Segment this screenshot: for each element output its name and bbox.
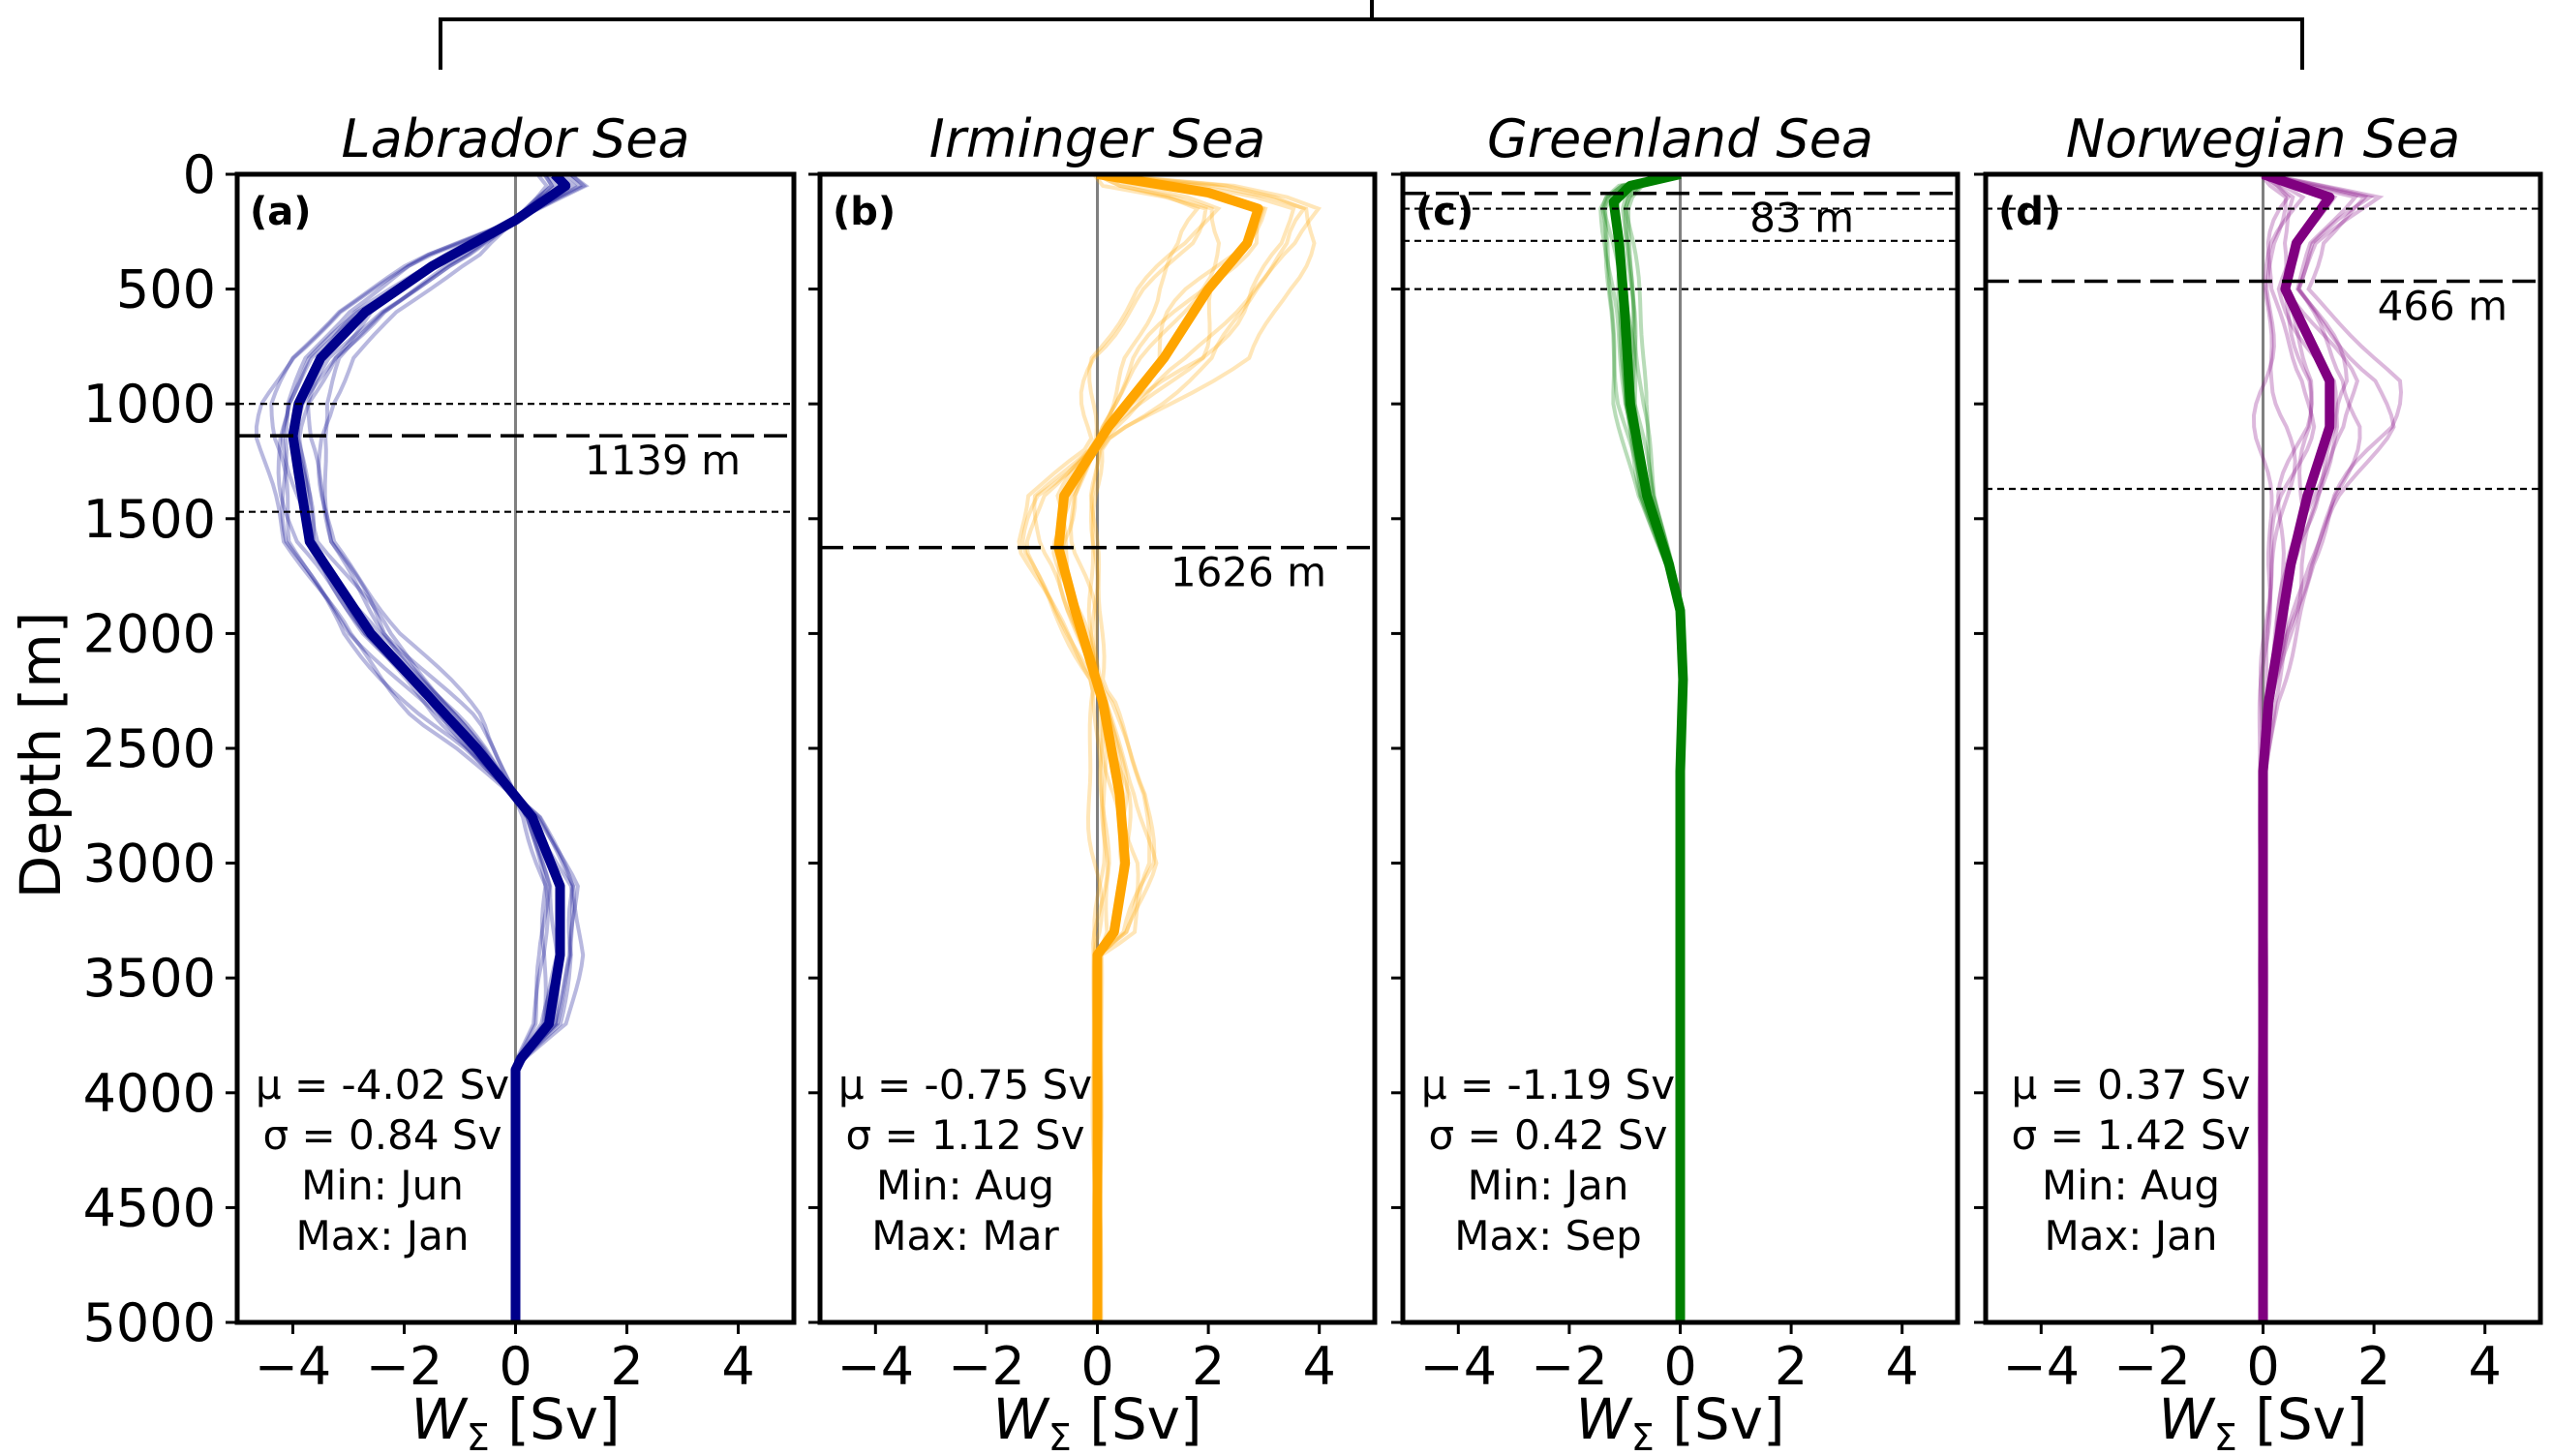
mixed-layer-depth-label: 1626 m (1170, 549, 1326, 596)
panel-title: Labrador Sea (341, 108, 689, 169)
panel-letter: (d) (1998, 190, 2061, 234)
plot-area (820, 174, 1375, 1322)
mean-profile-line (2258, 174, 2335, 1322)
x-tick-label: 4 (2469, 1336, 2502, 1397)
stat-label: Min: Aug (2042, 1162, 2220, 1209)
x-tick-label: 0 (2246, 1336, 2279, 1397)
panel-2: −4 −2 0 2 4 WΣ [Sv] Irminger Sea (b) 1626 m μ = -… (808, 108, 1378, 1456)
stat-label: μ = -4.02 Sv (256, 1061, 509, 1108)
x-axis-label: WΣ [Sv] (1575, 1386, 1784, 1456)
panel-title: Norwegian Sea (2066, 108, 2460, 169)
panel-letter: (a) (250, 190, 312, 234)
plot-area (1403, 174, 1958, 1322)
stat-label: σ = 0.84 Sv (263, 1111, 502, 1159)
stat-label: μ = -1.19 Sv (1421, 1061, 1675, 1108)
x-tick-label: 0 (499, 1336, 532, 1397)
monthly-profile-line (1055, 174, 1260, 1322)
x-tick-label: −4 (255, 1336, 332, 1397)
stat-label: Max: Jan (2044, 1212, 2217, 1259)
stat-label: Min: Jun (301, 1162, 464, 1209)
y-tick-label: 1000 (83, 374, 216, 435)
y-tick-label: 0 (183, 144, 216, 205)
x-tick-label: −4 (1419, 1336, 1497, 1397)
stat-label: Min: Aug (876, 1162, 1054, 1209)
stat-label: σ = 0.42 Sv (1429, 1111, 1668, 1159)
y-tick-label: 4000 (83, 1063, 216, 1124)
bracket-connector (439, 0, 2304, 70)
panel-3: −4 −2 0 2 4 WΣ [Sv] Greenland Sea (c) 83 m μ = -1… (1391, 108, 1960, 1456)
mean-profile-line (1608, 174, 1688, 1322)
x-tick-label: 4 (1886, 1336, 1919, 1397)
y-tick-label: 2000 (83, 603, 216, 664)
x-tick-label: −2 (366, 1336, 443, 1397)
stat-label: σ = 1.12 Sv (846, 1111, 1085, 1159)
x-tick-label: −4 (836, 1336, 914, 1397)
x-tick-label: 2 (1775, 1336, 1808, 1397)
x-tick-label: −2 (2113, 1336, 2191, 1397)
stat-label: Min: Jan (1468, 1162, 1629, 1209)
stat-label: Max: Jan (295, 1212, 469, 1259)
panel-1: −4 −2 0 2 4 0 500 1000 1500 2000 2500 3000 3500 4000 4… (83, 108, 797, 1456)
y-tick-label: 2500 (83, 718, 216, 779)
y-tick-label: 3500 (83, 948, 216, 1009)
stat-label: Max: Mar (871, 1212, 1059, 1259)
plot-area (1986, 174, 2540, 1322)
panel-letter: (c) (1415, 190, 1474, 234)
y-tick-label: 5000 (83, 1292, 216, 1353)
x-tick-label: 2 (2357, 1336, 2390, 1397)
mixed-layer-depth-label: 466 m (2378, 283, 2507, 330)
panel-title: Greenland Sea (1487, 108, 1873, 169)
panel-title: Irminger Sea (929, 108, 1265, 169)
x-tick-label: 2 (610, 1336, 643, 1397)
mean-profile-line (1053, 174, 1263, 1322)
y-tick-label: 1500 (83, 489, 216, 550)
x-tick-label: 4 (721, 1336, 754, 1397)
y-tick-label: 500 (116, 259, 216, 320)
y-tick-label: 3000 (83, 834, 216, 895)
mean-profile-line (288, 174, 571, 1322)
x-tick-label: 0 (1663, 1336, 1696, 1397)
x-tick-label: −2 (1531, 1336, 1608, 1397)
stat-label: μ = 0.37 Sv (2012, 1061, 2251, 1108)
x-axis-label: WΣ [Sv] (410, 1386, 620, 1456)
panel-4: −4 −2 0 2 4 WΣ [Sv] Norwegian Sea(d) 466 m μ = 0… (1974, 108, 2543, 1456)
mixed-layer-depth-label: 1139 m (585, 437, 741, 484)
monthly-profile-line (1088, 174, 1322, 1322)
x-tick-label: 2 (1192, 1336, 1225, 1397)
x-axis-label: WΣ [Sv] (2158, 1386, 2367, 1456)
monthly-profile-line (1088, 174, 1317, 1322)
x-tick-label: −2 (948, 1336, 1025, 1397)
stat-label: μ = -0.75 Sv (838, 1061, 1092, 1108)
y-axis-label: Depth [m] (8, 612, 74, 899)
mixed-layer-depth-label: 83 m (1749, 195, 1854, 242)
x-tick-label: 0 (1080, 1336, 1113, 1397)
x-axis-label: WΣ [Sv] (992, 1386, 1201, 1456)
stat-label: σ = 1.42 Sv (2012, 1111, 2251, 1159)
x-tick-label: 4 (1303, 1336, 1336, 1397)
panel-letter: (b) (833, 190, 896, 234)
plot-area (237, 174, 794, 1322)
stat-label: Max: Sep (1454, 1212, 1642, 1259)
y-tick-label: 4500 (83, 1177, 216, 1238)
x-tick-label: −4 (2002, 1336, 2080, 1397)
